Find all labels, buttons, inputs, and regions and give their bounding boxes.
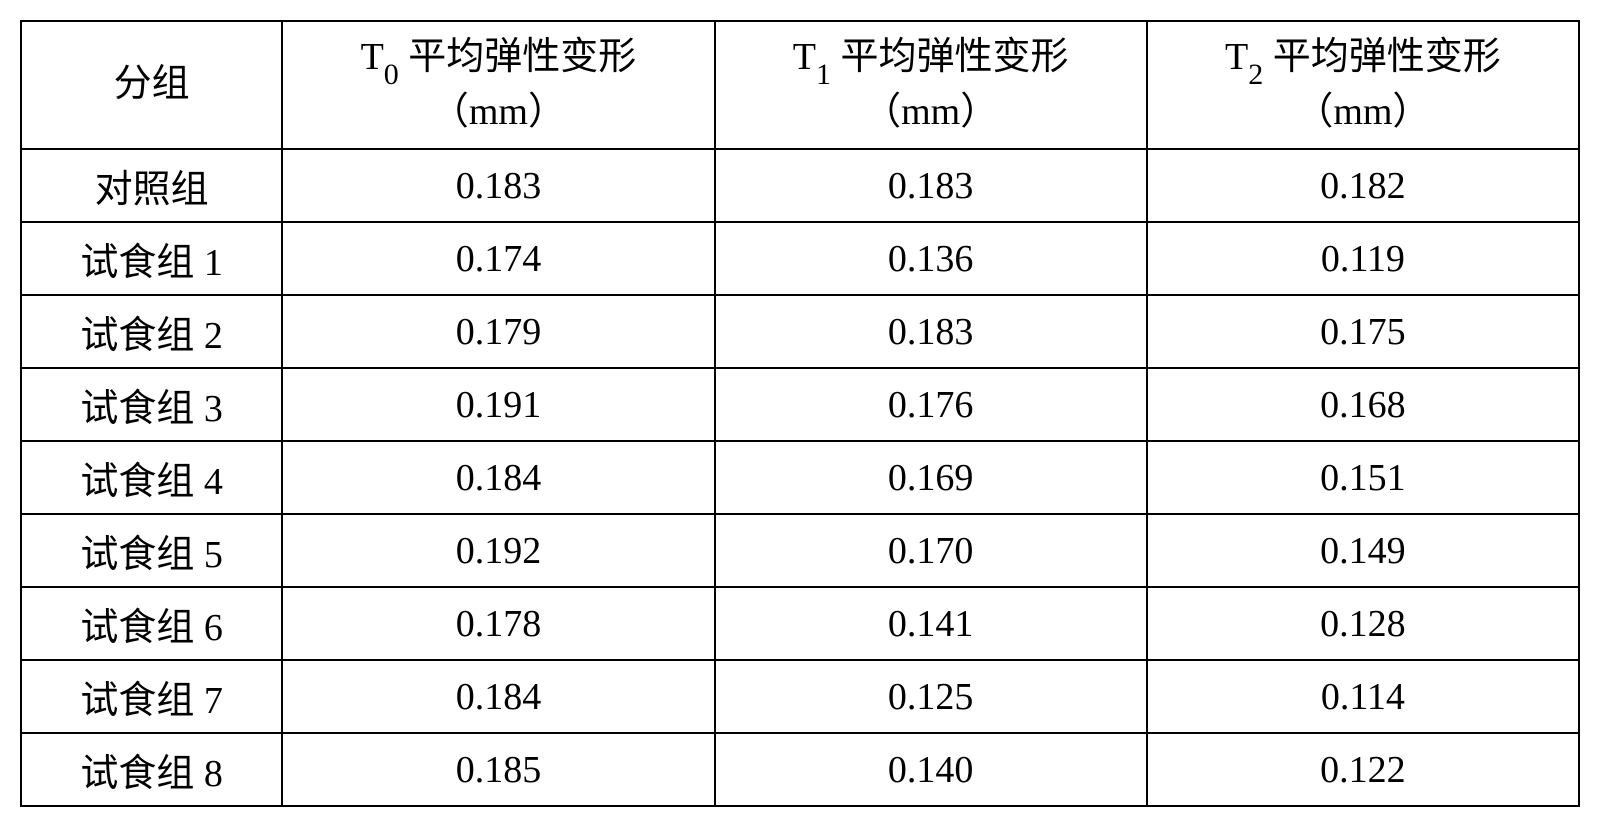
- col-header-t0-prefix: T: [361, 36, 384, 78]
- col-header-group-label: 分组: [114, 63, 190, 105]
- cell-t1: 0.141: [715, 587, 1147, 660]
- col-header-t2-unit: （mm）: [1295, 91, 1430, 133]
- cell-t2: 0.175: [1147, 295, 1579, 368]
- col-header-t1-suffix: 平均弹性变形: [831, 36, 1069, 78]
- col-header-t2-suffix: 平均弹性变形: [1263, 36, 1501, 78]
- cell-t0: 0.184: [282, 660, 714, 733]
- row-label: 试食组 7: [21, 660, 282, 733]
- cell-t0: 0.191: [282, 368, 714, 441]
- col-header-t1-prefix: T: [793, 36, 816, 78]
- col-header-t1-unit: （mm）: [863, 91, 998, 133]
- cell-t2: 0.114: [1147, 660, 1579, 733]
- cell-t0: 0.183: [282, 149, 714, 222]
- row-label: 试食组 4: [21, 441, 282, 514]
- row-label: 试食组 8: [21, 733, 282, 806]
- row-label: 对照组: [21, 149, 282, 222]
- cell-t2: 0.128: [1147, 587, 1579, 660]
- table-row: 试食组 1 0.174 0.136 0.119: [21, 222, 1579, 295]
- cell-t1: 0.125: [715, 660, 1147, 733]
- table-header-row: 分组 T0 平均弹性变形 （mm） T1 平均弹性变形 （mm） T2 平均弹性…: [21, 21, 1579, 149]
- table-body: 对照组 0.183 0.183 0.182 试食组 1 0.174 0.136 …: [21, 149, 1579, 806]
- cell-t1: 0.183: [715, 295, 1147, 368]
- row-label: 试食组 1: [21, 222, 282, 295]
- table-row: 试食组 3 0.191 0.176 0.168: [21, 368, 1579, 441]
- col-header-t2-sub: 2: [1248, 58, 1263, 91]
- cell-t2: 0.151: [1147, 441, 1579, 514]
- cell-t1: 0.170: [715, 514, 1147, 587]
- table-row: 试食组 5 0.192 0.170 0.149: [21, 514, 1579, 587]
- col-header-t2: T2 平均弹性变形 （mm）: [1147, 21, 1579, 149]
- cell-t1: 0.176: [715, 368, 1147, 441]
- cell-t0: 0.192: [282, 514, 714, 587]
- table-row: 试食组 7 0.184 0.125 0.114: [21, 660, 1579, 733]
- table-row: 试食组 2 0.179 0.183 0.175: [21, 295, 1579, 368]
- col-header-t0: T0 平均弹性变形 （mm）: [282, 21, 714, 149]
- row-label: 试食组 5: [21, 514, 282, 587]
- col-header-t0-unit: （mm）: [431, 91, 566, 133]
- cell-t1: 0.136: [715, 222, 1147, 295]
- col-header-group: 分组: [21, 21, 282, 149]
- col-header-t2-prefix: T: [1225, 36, 1248, 78]
- cell-t2: 0.122: [1147, 733, 1579, 806]
- col-header-t0-sub: 0: [384, 58, 399, 91]
- table-row: 对照组 0.183 0.183 0.182: [21, 149, 1579, 222]
- col-header-t1: T1 平均弹性变形 （mm）: [715, 21, 1147, 149]
- cell-t1: 0.183: [715, 149, 1147, 222]
- table-row: 试食组 8 0.185 0.140 0.122: [21, 733, 1579, 806]
- cell-t0: 0.179: [282, 295, 714, 368]
- cell-t2: 0.149: [1147, 514, 1579, 587]
- table-row: 试食组 4 0.184 0.169 0.151: [21, 441, 1579, 514]
- cell-t2: 0.119: [1147, 222, 1579, 295]
- row-label: 试食组 3: [21, 368, 282, 441]
- cell-t0: 0.178: [282, 587, 714, 660]
- cell-t1: 0.140: [715, 733, 1147, 806]
- table-row: 试食组 6 0.178 0.141 0.128: [21, 587, 1579, 660]
- col-header-t1-sub: 1: [816, 58, 831, 91]
- cell-t0: 0.184: [282, 441, 714, 514]
- row-label: 试食组 6: [21, 587, 282, 660]
- col-header-t0-suffix: 平均弹性变形: [399, 36, 637, 78]
- cell-t0: 0.185: [282, 733, 714, 806]
- deformation-table: 分组 T0 平均弹性变形 （mm） T1 平均弹性变形 （mm） T2 平均弹性…: [20, 20, 1580, 807]
- row-label: 试食组 2: [21, 295, 282, 368]
- cell-t1: 0.169: [715, 441, 1147, 514]
- cell-t0: 0.174: [282, 222, 714, 295]
- cell-t2: 0.168: [1147, 368, 1579, 441]
- cell-t2: 0.182: [1147, 149, 1579, 222]
